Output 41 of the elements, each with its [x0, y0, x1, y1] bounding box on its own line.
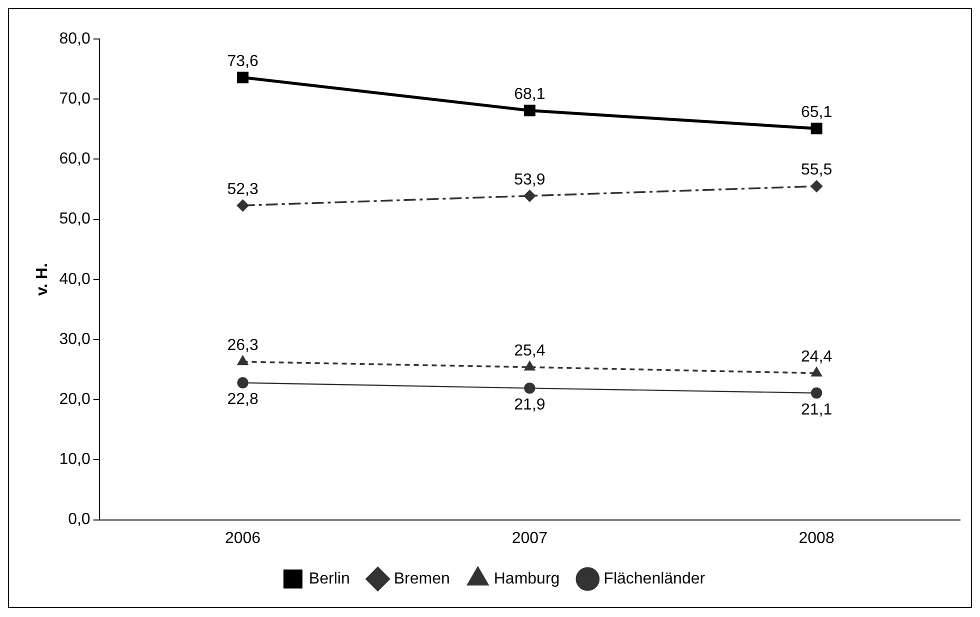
data-label: 73,6 [227, 52, 258, 70]
y-tick-label: 0,0 [68, 511, 90, 528]
data-label: 21,9 [514, 396, 546, 414]
point [236, 200, 249, 212]
data-label: 24,4 [800, 348, 832, 366]
data-label: 68,1 [514, 86, 546, 103]
y-axis-title: v. H. [34, 263, 52, 296]
x-tick-label: 2007 [512, 530, 548, 547]
point [238, 356, 248, 366]
x-tick-label: 2008 [798, 530, 834, 547]
data-label: 26,3 [227, 337, 258, 354]
y-tick-label: 30,0 [59, 330, 90, 348]
y-tick-label: 70,0 [59, 90, 90, 108]
data-label: 21,1 [800, 401, 832, 418]
point [524, 361, 535, 371]
legend-label: Hamburg [494, 570, 560, 588]
point [811, 367, 822, 377]
y-tick-label: 40,0 [59, 270, 90, 288]
data-label: 25,4 [514, 342, 546, 360]
point [237, 72, 249, 84]
data-label: 65,1 [800, 104, 832, 121]
y-tick-label: 20,0 [59, 391, 90, 408]
legend-label: Bremen [394, 570, 450, 588]
point [237, 377, 248, 388]
y-tick-label: 60,0 [59, 150, 90, 168]
point [524, 190, 536, 202]
y-tick-label: 10,0 [59, 451, 90, 468]
point [810, 387, 822, 399]
y-tick-label: 50,0 [59, 210, 90, 228]
x-tick-label: 2006 [224, 530, 261, 547]
data-label: 55,5 [800, 162, 832, 179]
legend-label: Flächenländer [604, 570, 706, 588]
point [524, 382, 536, 394]
point [524, 104, 536, 116]
point [810, 180, 822, 192]
legend-label: Berlin [308, 570, 350, 588]
y-tick-label: 80,0 [59, 30, 90, 48]
point [810, 122, 822, 134]
data-label: 22,8 [227, 391, 258, 408]
data-label: 52,3 [227, 180, 258, 198]
data-label: 53,9 [514, 171, 546, 188]
